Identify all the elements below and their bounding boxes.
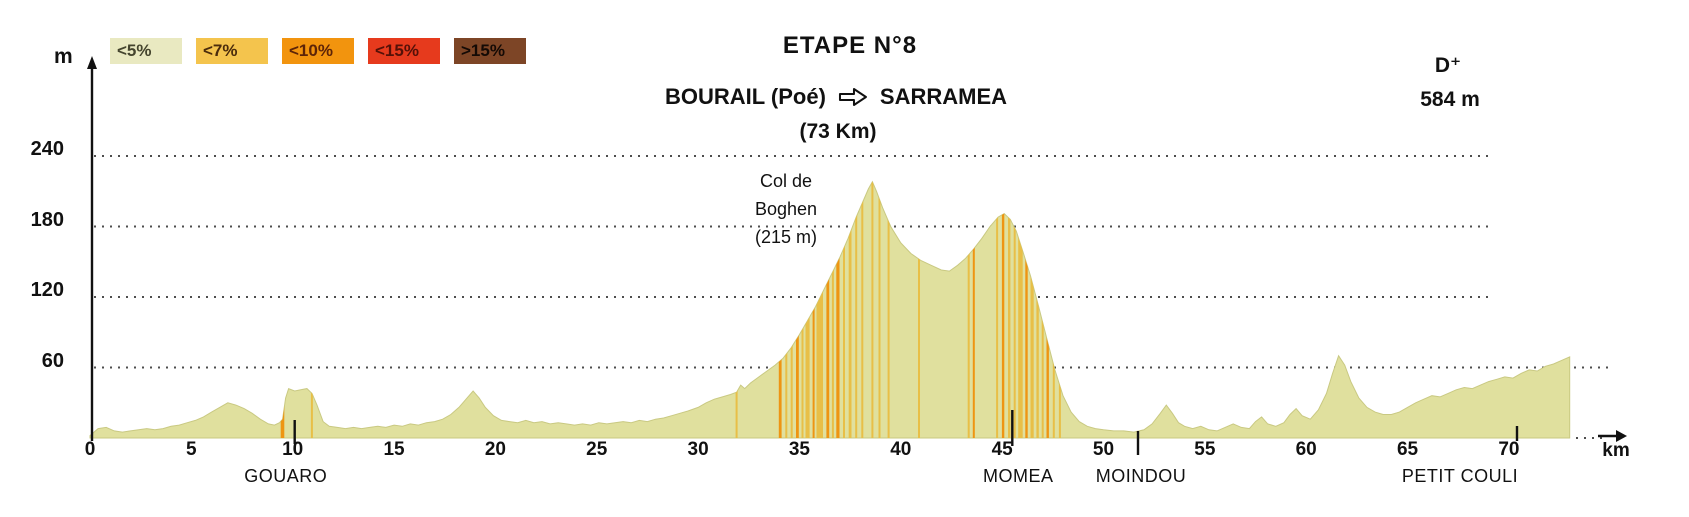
y-axis-arrowhead (87, 56, 97, 69)
gradient-stripe (861, 181, 864, 438)
place-label-gouaro: GOUARO (244, 466, 328, 486)
stage-title: ETAPE N°8 (782, 32, 918, 59)
gradient-stripe (826, 181, 830, 438)
gradient-stripe (1018, 181, 1023, 438)
gradient-stripe (871, 181, 874, 438)
summit-annotation-line: (215 m) (754, 227, 817, 247)
gradient-stripe (1036, 181, 1039, 438)
place-label-momea: MOMEA (983, 466, 1054, 486)
summit-annotation: Col de Boghen (215 m) (755, 167, 817, 251)
gradient-stripe (1052, 181, 1055, 438)
gradient-stripe (1030, 181, 1034, 438)
elevation-gain-label: D⁺ (1434, 54, 1462, 77)
gradient-stripe (1046, 181, 1049, 438)
y-tick-label-180: 180 (30, 208, 64, 231)
legend-item-lt-7: <7% (196, 38, 268, 64)
x-tick-label-0: 0 (84, 439, 96, 460)
y-tick-label-60: 60 (41, 349, 64, 372)
x-tick-label-40: 40 (890, 439, 912, 460)
legend-item-lt-15: <15% (368, 38, 440, 64)
gradient-stripe (967, 181, 970, 438)
gradient-stripe (1013, 181, 1016, 438)
gradient-stripe (280, 181, 285, 438)
legend-item-gt-15: >15% (454, 38, 526, 64)
gradient-stripe (816, 181, 823, 438)
x-axis-arrowhead (1616, 430, 1627, 442)
legend-item-lt-10: <10% (282, 38, 354, 64)
x-tick-label-65: 65 (1396, 439, 1419, 460)
gradient-legend: <5% <7% <10% <15% >15% (110, 38, 526, 64)
y-axis-unit: m (54, 45, 73, 68)
gradient-stripe (1001, 181, 1005, 438)
gradient-stripe (887, 181, 890, 438)
gradient-stripe (848, 181, 852, 438)
elevation-profile-area (89, 180, 1571, 439)
route-to: SARRAMEA (879, 84, 1008, 109)
x-tick-label-25: 25 (586, 439, 608, 460)
x-tick-label-45: 45 (991, 439, 1013, 460)
gradient-stripe (972, 181, 975, 438)
summit-annotation-line: Boghen (754, 199, 818, 219)
x-tick-label-15: 15 (383, 439, 405, 460)
gradient-stripe (843, 181, 845, 438)
gradient-stripe (996, 181, 999, 438)
x-tick-label-10: 10 (282, 439, 304, 460)
gradient-stripe (1008, 181, 1011, 438)
gradient-stripe (831, 181, 834, 438)
x-tick-label-20: 20 (484, 439, 506, 460)
x-axis-unit: km (1602, 440, 1630, 461)
route-distance: (73 Km) (799, 120, 877, 143)
gradient-stripe (918, 181, 920, 438)
place-label-petit-couli: PETIT COULI (1401, 466, 1519, 486)
y-tick-label-240: 240 (30, 138, 64, 160)
gradient-stripe (1025, 181, 1028, 438)
place-label-moindou: MOINDOU (1095, 466, 1187, 486)
x-tick-label-5: 5 (186, 439, 197, 460)
x-tick-label-35: 35 (788, 439, 811, 460)
gradient-stripe (735, 181, 738, 438)
elevation-gain-value: 584 m (1420, 88, 1480, 111)
right-arrow-icon (838, 88, 867, 106)
x-tick-label-55: 55 (1194, 439, 1216, 460)
x-tick-label-60: 60 (1295, 439, 1317, 460)
x-tick-label-50: 50 (1092, 439, 1115, 460)
gradient-stripe (855, 181, 858, 438)
y-tick-label-120: 120 (30, 279, 64, 301)
legend-item-lt-5: <5% (110, 38, 182, 64)
route-title: BOURAIL (Poé) SARRAMEA (665, 84, 1007, 110)
gradient-stripe (878, 181, 881, 438)
gradient-stripe (1041, 181, 1044, 438)
gradient-stripe (1058, 181, 1061, 438)
gradient-stripe (836, 181, 840, 438)
x-tick-label-30: 30 (687, 439, 709, 460)
route-from: BOURAIL (Poé) (664, 84, 826, 109)
x-tick-label-70: 70 (1498, 439, 1520, 460)
summit-annotation-line: Col de (759, 171, 813, 191)
